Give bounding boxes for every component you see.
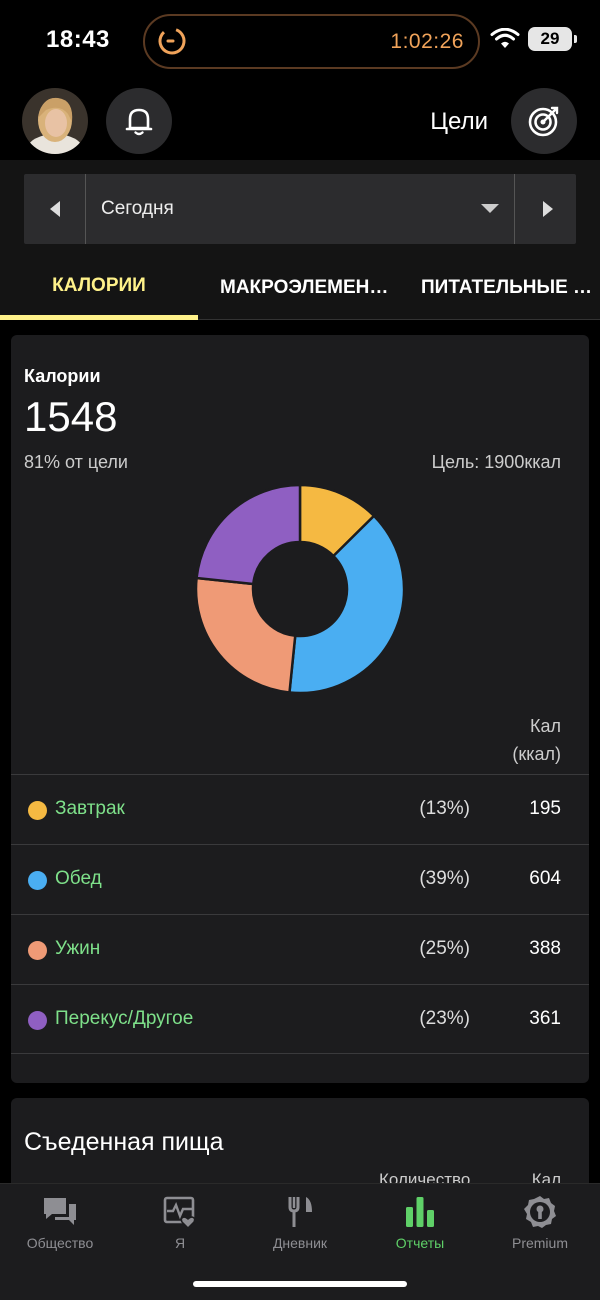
status-bar: 18:43 1:02:26 29 xyxy=(0,0,600,84)
bell-icon xyxy=(125,108,153,136)
meal-calories: 604 xyxy=(529,868,561,889)
heart-pulse-icon xyxy=(163,1196,196,1230)
meal-row[interactable]: Ужин (25%) 388 xyxy=(11,914,589,984)
legend-dot xyxy=(28,871,47,890)
meal-calories: 388 xyxy=(529,938,561,959)
meal-percent: (39%) xyxy=(419,868,470,889)
card-title: Калории xyxy=(24,366,101,386)
donut-slice-2[interactable] xyxy=(195,576,297,694)
meal-name: Ужин xyxy=(55,938,101,959)
notifications-button[interactable] xyxy=(106,88,172,154)
nav-diary[interactable]: Дневник xyxy=(240,1184,360,1264)
bottom-navigation: Общество Я Дневник Отчеты xyxy=(0,1183,600,1300)
meal-list: Завтрак (13%) 195 Обед (39%) 604 Ужин (25%) 388 П… xyxy=(11,774,589,1054)
wifi-icon xyxy=(490,28,520,48)
bar-chart-icon xyxy=(406,1197,434,1227)
meal-row[interactable]: Обед (39%) 604 xyxy=(11,844,589,914)
fork-knife-icon xyxy=(288,1197,312,1227)
timer-icon xyxy=(158,27,186,55)
chat-icon xyxy=(44,1198,76,1225)
calorie-goal: Цель: 1900ккал xyxy=(431,452,561,472)
status-time: 18:43 xyxy=(46,26,110,53)
timer-value: 1:02:26 xyxy=(390,30,464,53)
meal-calories: 195 xyxy=(529,798,561,819)
meal-calories: 361 xyxy=(529,1008,561,1029)
calories-donut-chart xyxy=(195,484,405,694)
nav-label: Я xyxy=(174,1235,186,1251)
meal-name: Обед xyxy=(55,868,102,889)
previous-day-button[interactable] xyxy=(24,174,86,244)
meal-name: Завтрак xyxy=(55,798,125,819)
avatar-photo xyxy=(22,88,88,154)
meal-percent: (13%) xyxy=(419,798,470,819)
nav-label: Premium xyxy=(511,1235,568,1251)
meal-row[interactable]: Завтрак (13%) 195 xyxy=(11,774,589,844)
premium-badge-icon xyxy=(524,1196,556,1228)
avatar[interactable] xyxy=(22,88,88,154)
donut-slice-1[interactable] xyxy=(288,514,405,694)
chevron-down-icon[interactable] xyxy=(481,204,499,213)
column-header-unit: (ккал) xyxy=(512,744,561,764)
tab-macronutrients[interactable]: МАКРОЭЛЕМЕНТЫ xyxy=(220,277,390,298)
food-card-title: Съеденная пища xyxy=(24,1128,224,1156)
nav-label: Отчеты xyxy=(395,1235,445,1251)
nav-reports[interactable]: Отчеты xyxy=(360,1184,480,1264)
legend-dot xyxy=(28,941,47,960)
percent-of-goal: 81% от цели xyxy=(24,452,128,472)
legend-dot xyxy=(28,1011,47,1030)
date-selector-bar: Сегодня xyxy=(0,160,600,258)
battery-level: 29 xyxy=(540,29,560,48)
meal-name: Перекус/Другое xyxy=(55,1008,194,1029)
donut-slice-3[interactable] xyxy=(195,484,302,586)
target-icon xyxy=(528,106,559,137)
column-header: Кал (ккал) xyxy=(512,712,561,768)
dynamic-island[interactable]: 1:02:26 xyxy=(143,14,480,69)
nav-premium[interactable]: Premium xyxy=(480,1184,600,1264)
nav-community[interactable]: Общество xyxy=(0,1184,120,1264)
report-tabs: КАЛОРИИ МАКРОЭЛЕМЕНТЫ ПИТАТЕЛЬНЫЕ ВЕЩЕСТ… xyxy=(0,258,600,320)
legend-dot xyxy=(28,801,47,820)
goals-label[interactable]: Цели xyxy=(430,108,488,135)
calories-total: 1548 xyxy=(24,393,118,440)
tab-calories[interactable]: КАЛОРИИ xyxy=(0,258,198,320)
meal-percent: (23%) xyxy=(419,1008,470,1029)
next-day-button[interactable] xyxy=(514,174,576,244)
battery-icon: 29 xyxy=(528,27,577,51)
date-selector[interactable]: Сегодня xyxy=(24,174,576,244)
nav-label: Дневник xyxy=(272,1235,328,1251)
goals-button[interactable] xyxy=(511,88,577,154)
home-indicator[interactable] xyxy=(193,1281,407,1287)
tab-nutrients[interactable]: ПИТАТЕЛЬНЫЕ ВЕЩЕСТВА xyxy=(421,277,600,298)
nav-label: Общество xyxy=(26,1235,94,1251)
calories-card: Калории 1548 81% от цели Цель: 1900ккал … xyxy=(11,335,589,1083)
date-label[interactable]: Сегодня xyxy=(101,198,174,219)
meal-row[interactable]: Перекус/Другое (23%) 361 xyxy=(11,984,589,1054)
meal-percent: (25%) xyxy=(419,938,470,959)
column-header-cal: Кал xyxy=(530,716,561,736)
nav-me[interactable]: Я xyxy=(120,1184,240,1264)
